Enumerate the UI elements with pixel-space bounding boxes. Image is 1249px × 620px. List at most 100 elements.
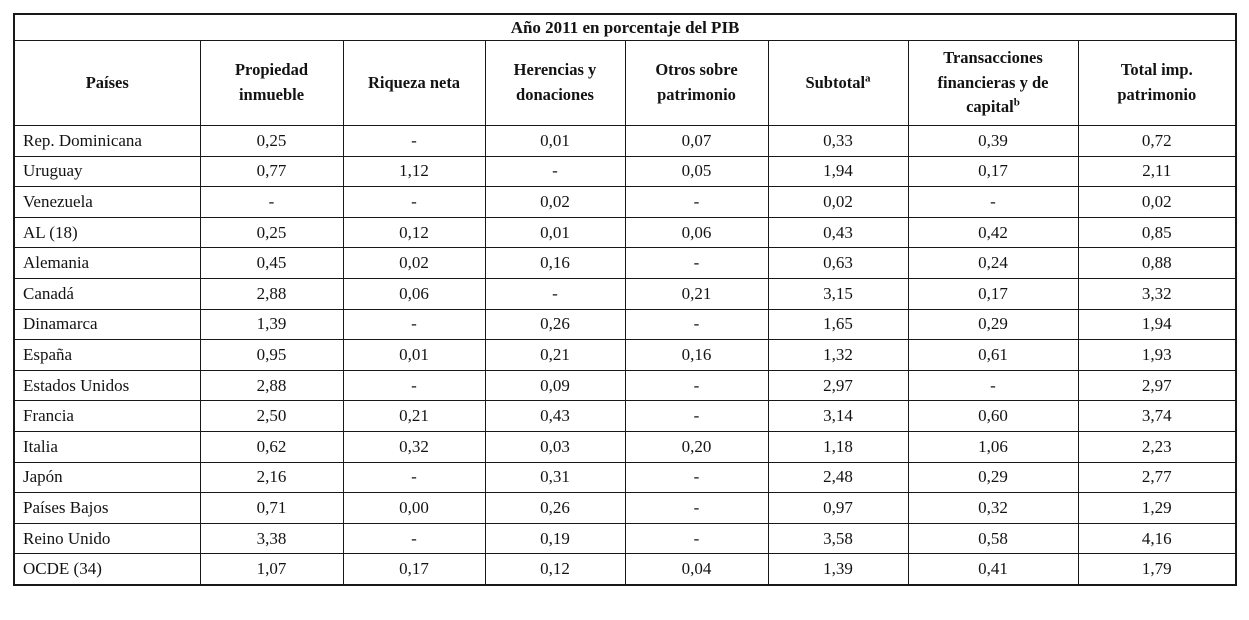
value-cell: 0,31 bbox=[484, 461, 626, 494]
value-cell: 3,15 bbox=[767, 277, 909, 310]
column-header-otros: Otros sobre patrimonio bbox=[624, 40, 769, 126]
value-cell: 0,29 bbox=[907, 461, 1079, 494]
table-head: Año 2011 en porcentaje del PIB Países Pro… bbox=[13, 13, 1237, 126]
value-cell: - bbox=[342, 461, 486, 494]
title-row: Año 2011 en porcentaje del PIB bbox=[13, 13, 1237, 41]
value-cell: 0,02 bbox=[484, 186, 626, 218]
column-header-label: Otros sobre patrimonio bbox=[655, 60, 738, 104]
value-cell: 2,50 bbox=[199, 400, 344, 432]
column-header-total: Total imp. patrimonio bbox=[1077, 40, 1237, 126]
country-cell: Países Bajos bbox=[13, 492, 201, 524]
value-cell: 0,32 bbox=[342, 430, 486, 463]
column-header-riqueza: Riqueza neta bbox=[342, 40, 486, 126]
value-cell: - bbox=[624, 369, 769, 402]
table-row: Dinamarca 1,39-0,26-1,65 0,29 1,94 bbox=[13, 308, 1237, 341]
table-row: Rep. Dominicana 0,25-0,01 0,07 0,33 0,39 0,72 bbox=[13, 125, 1237, 157]
value-cell: 0,72 bbox=[1077, 125, 1237, 157]
value-cell: 0,61 bbox=[907, 339, 1079, 371]
footnote-marker: b bbox=[1013, 96, 1020, 109]
country-cell: Francia bbox=[13, 400, 201, 432]
value-cell: 1,12 bbox=[342, 155, 486, 188]
value-cell: 0,17 bbox=[342, 553, 486, 586]
value-cell: 0,42 bbox=[907, 216, 1079, 249]
value-cell: 1,93 bbox=[1077, 339, 1237, 371]
value-cell: 2,97 bbox=[1077, 369, 1237, 402]
value-cell: 1,94 bbox=[767, 155, 909, 188]
value-cell: 3,38 bbox=[199, 522, 344, 555]
value-cell: 0,21 bbox=[342, 400, 486, 432]
value-cell: 0,07 bbox=[624, 125, 769, 157]
value-cell: 0,26 bbox=[484, 492, 626, 524]
country-cell: Japón bbox=[13, 461, 201, 494]
country-cell: Italia bbox=[13, 430, 201, 463]
value-cell: 2,23 bbox=[1077, 430, 1237, 463]
value-cell: 0,02 bbox=[767, 186, 909, 218]
value-cell: 2,16 bbox=[199, 461, 344, 494]
footnote-marker: a bbox=[865, 72, 871, 85]
value-cell: 3,14 bbox=[767, 400, 909, 432]
table-row: Reino Unido 3,38-0,19-3,58 0,58 4,16 bbox=[13, 522, 1237, 555]
value-cell: - bbox=[624, 186, 769, 218]
value-cell: 0,02 bbox=[1077, 186, 1237, 218]
value-cell: 0,01 bbox=[484, 216, 626, 249]
value-cell: 0,71 bbox=[199, 492, 344, 524]
value-cell: 0,43 bbox=[767, 216, 909, 249]
column-header-herencias: Herencias y donaciones bbox=[484, 40, 626, 126]
value-cell: 2,11 bbox=[1077, 155, 1237, 188]
column-header-label: Transacciones financieras y de capital bbox=[937, 47, 1049, 117]
value-cell: 0,20 bbox=[624, 430, 769, 463]
value-cell: 0,45 bbox=[199, 247, 344, 279]
table-row: Francia 2,50 0,21 0,43-3,14 0,60 3,74 bbox=[13, 400, 1237, 432]
value-cell: 0,85 bbox=[1077, 216, 1237, 249]
column-header-label: Propiedad inmueble bbox=[234, 60, 309, 104]
value-cell: 0,58 bbox=[907, 522, 1079, 555]
value-cell: 0,01 bbox=[342, 339, 486, 371]
value-cell: 0,03 bbox=[484, 430, 626, 463]
column-header-label: Subtotal bbox=[805, 72, 866, 92]
value-cell: 0,00 bbox=[342, 492, 486, 524]
country-cell: Estados Unidos bbox=[13, 369, 201, 402]
wealth-tax-table: Año 2011 en porcentaje del PIB Países Pro… bbox=[13, 13, 1238, 586]
column-header-propiedad: Propiedad inmueble bbox=[199, 40, 344, 126]
value-cell: 0,16 bbox=[624, 339, 769, 371]
country-cell: Canadá bbox=[13, 277, 201, 310]
value-cell: 0,43 bbox=[484, 400, 626, 432]
column-header-subtotal: Subtotala bbox=[767, 40, 909, 126]
country-cell: Dinamarca bbox=[13, 308, 201, 341]
value-cell: - bbox=[907, 369, 1079, 402]
table-title: Año 2011 en porcentaje del PIB bbox=[13, 13, 1237, 41]
column-header-label: Riqueza neta bbox=[367, 72, 461, 92]
value-cell: 1,79 bbox=[1077, 553, 1237, 586]
value-cell: 0,19 bbox=[484, 522, 626, 555]
table-row: AL (18) 0,25 0,12 0,01 0,06 0,43 0,42 0,85 bbox=[13, 216, 1237, 249]
column-header-label: Países bbox=[85, 72, 129, 92]
country-cell: Alemania bbox=[13, 247, 201, 279]
column-header-label: Herencias y donaciones bbox=[513, 60, 597, 104]
value-cell: 0,88 bbox=[1077, 247, 1237, 279]
value-cell: 0,21 bbox=[484, 339, 626, 371]
value-cell: - bbox=[342, 522, 486, 555]
value-cell: 0,95 bbox=[199, 339, 344, 371]
value-cell: 1,18 bbox=[767, 430, 909, 463]
value-cell: 0,01 bbox=[484, 125, 626, 157]
value-cell: 0,04 bbox=[624, 553, 769, 586]
value-cell: - bbox=[484, 155, 626, 188]
value-cell: 0,25 bbox=[199, 216, 344, 249]
value-cell: 3,32 bbox=[1077, 277, 1237, 310]
value-cell: 0,12 bbox=[484, 553, 626, 586]
value-cell: 1,29 bbox=[1077, 492, 1237, 524]
value-cell: - bbox=[342, 308, 486, 341]
value-cell: 1,06 bbox=[907, 430, 1079, 463]
value-cell: - bbox=[624, 247, 769, 279]
value-cell: 1,07 bbox=[199, 553, 344, 586]
table-row: Uruguay 0,77 1,12-0,05 1,94 0,17 2,11 bbox=[13, 155, 1237, 188]
value-cell: - bbox=[342, 125, 486, 157]
table-row: Italia 0,62 0,32 0,03 0,20 1,18 1,06 2,23 bbox=[13, 430, 1237, 463]
value-cell: 0,60 bbox=[907, 400, 1079, 432]
country-cell: OCDE (34) bbox=[13, 553, 201, 586]
value-cell: - bbox=[624, 492, 769, 524]
table-row: Estados Unidos 2,88-0,09-2,97-2,97 bbox=[13, 369, 1237, 402]
value-cell: 0,17 bbox=[907, 277, 1079, 310]
value-cell: 0,02 bbox=[342, 247, 486, 279]
